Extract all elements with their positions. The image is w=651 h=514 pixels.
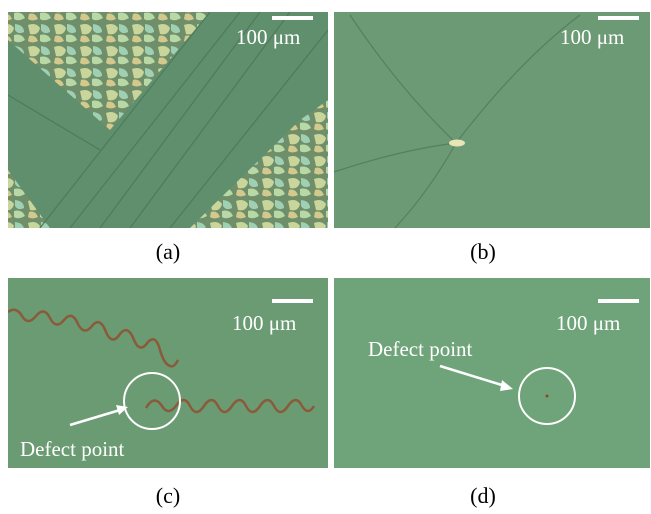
scale-label: 100 μm [560,25,624,49]
panel-a: 100 μm [8,12,328,228]
panel-c: Defect point 100 μm [8,278,328,468]
panel-d: Defect point 100 μm [334,278,650,468]
annotation: Defect point [20,437,125,461]
scale-label: 100 μm [236,25,300,49]
annotation: Defect point [368,337,473,361]
panel-caption: (b) [470,239,496,264]
panel-caption: (c) [156,483,180,508]
panel-caption: (d) [470,483,496,508]
panel-b: 100 μm [334,12,650,228]
scale-label: 100 μm [556,311,620,335]
panel-caption: (a) [156,239,180,264]
figure: 100 μm (a) 100 μm (b) Defect point 100 μ… [0,0,651,514]
scale-label: 100 μm [232,311,296,335]
